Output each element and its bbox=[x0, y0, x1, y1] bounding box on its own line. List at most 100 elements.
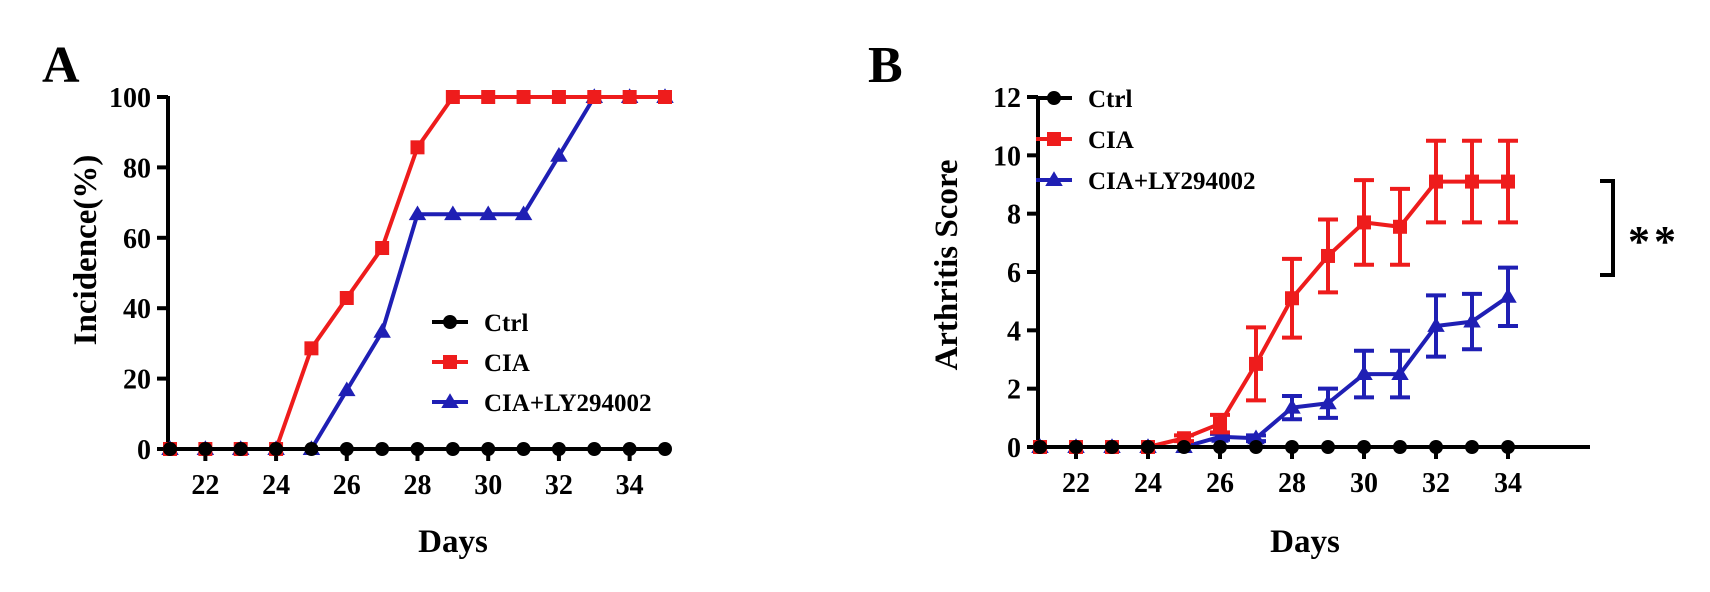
panel-a: A 0 20 40 60 80 100 22 24 26 28 30 32 34 Days Incide… bbox=[42, 37, 674, 560]
panel-a-legend: Ctrl CIA CIA+LY294002 bbox=[432, 310, 652, 417]
panel-b-x-tick-label: 24 bbox=[1134, 468, 1162, 499]
data-point bbox=[304, 341, 319, 356]
data-point bbox=[410, 140, 425, 155]
legend-item: CIA bbox=[432, 350, 530, 377]
data-point bbox=[445, 442, 460, 456]
data-point bbox=[1429, 174, 1443, 189]
data-point bbox=[1355, 365, 1373, 381]
panel-a-x-axis-label: Days bbox=[418, 524, 488, 560]
panel-a-x-tick-label: 34 bbox=[616, 470, 644, 501]
data-point bbox=[587, 90, 602, 104]
data-point bbox=[1501, 174, 1515, 189]
data-point bbox=[1213, 440, 1227, 454]
panel-b-x-tick-label: 26 bbox=[1206, 468, 1234, 499]
data-point bbox=[1285, 291, 1299, 306]
panel-a-x-tick-label: 26 bbox=[333, 470, 361, 501]
panel-a-y-tick-label: 40 bbox=[123, 294, 151, 325]
data-point bbox=[444, 205, 462, 221]
data-point bbox=[1357, 440, 1371, 454]
data-point bbox=[375, 241, 390, 256]
data-point bbox=[1427, 317, 1445, 332]
data-point bbox=[1321, 440, 1335, 454]
legend-marker bbox=[1047, 132, 1061, 146]
data-point bbox=[408, 205, 427, 221]
data-point bbox=[338, 381, 356, 397]
legend-item: CIA bbox=[1036, 127, 1134, 154]
panel-b-y-axis-label: Arthritis Score bbox=[929, 159, 965, 370]
data-point bbox=[1393, 219, 1407, 234]
legend-label: Ctrl bbox=[484, 310, 528, 337]
data-point bbox=[551, 442, 566, 456]
panel-b-label: B bbox=[868, 37, 903, 94]
panel-b-x-tick-label: 30 bbox=[1350, 468, 1378, 499]
data-point bbox=[658, 442, 672, 456]
legend-item: CIA+LY294002 bbox=[1036, 168, 1256, 195]
data-point bbox=[1499, 288, 1517, 303]
panel-a-y-tick-label: 0 bbox=[137, 435, 151, 466]
data-point bbox=[1249, 440, 1263, 454]
legend-marker bbox=[441, 393, 459, 408]
panel-b-x-axis-label: Days bbox=[1270, 524, 1340, 560]
data-point bbox=[622, 442, 637, 456]
panel-b-series-cia-ly294002 bbox=[1031, 265, 1518, 453]
panel-b-y-tick-label: 6 bbox=[1007, 258, 1021, 289]
data-point bbox=[1465, 174, 1479, 189]
data-point bbox=[445, 90, 460, 104]
panel-b-x-tick-label: 28 bbox=[1278, 468, 1306, 499]
data-point bbox=[1501, 440, 1515, 454]
panel-a-axes: 0 20 40 60 80 100 22 24 26 28 30 32 34 bbox=[109, 83, 664, 501]
data-point bbox=[1177, 440, 1191, 454]
legend-marker bbox=[443, 315, 457, 329]
data-point bbox=[516, 442, 531, 456]
panel-b-y-tick-label: 8 bbox=[1007, 200, 1021, 231]
panel-a-y-tick-label: 60 bbox=[123, 224, 151, 255]
data-point bbox=[1105, 440, 1119, 454]
data-point bbox=[373, 323, 391, 338]
panel-b-series bbox=[1031, 138, 1518, 454]
legend-label: CIA bbox=[484, 350, 530, 377]
legend-marker bbox=[443, 355, 457, 369]
legend-label: CIA bbox=[1088, 127, 1134, 154]
panel-a-x-tick-label: 24 bbox=[262, 470, 290, 501]
panel-a-x-tick-label: 22 bbox=[191, 470, 219, 501]
panel-b-y-tick-label: 4 bbox=[1007, 316, 1021, 347]
panel-a-y-tick-label: 100 bbox=[109, 83, 151, 114]
data-point bbox=[375, 442, 390, 456]
panel-b-legend: Ctrl CIA CIA+LY294002 bbox=[1036, 86, 1256, 195]
data-point bbox=[1321, 248, 1335, 263]
data-point bbox=[1429, 440, 1443, 454]
panel-a-y-tick-label: 20 bbox=[123, 365, 151, 396]
data-point bbox=[269, 442, 284, 456]
data-point bbox=[1393, 440, 1407, 454]
significance-bracket bbox=[1600, 179, 1615, 277]
data-point bbox=[1463, 312, 1481, 328]
panel-b-y-tick-label: 0 bbox=[1007, 433, 1021, 464]
data-point bbox=[658, 90, 672, 104]
legend-item: CIA+LY294002 bbox=[432, 390, 652, 417]
panel-b-x-tick-label: 22 bbox=[1062, 468, 1090, 499]
data-point bbox=[163, 442, 177, 456]
data-point bbox=[410, 442, 425, 456]
legend-label: Ctrl bbox=[1088, 86, 1132, 113]
data-point bbox=[304, 442, 319, 456]
significance-annotation: ** bbox=[1600, 179, 1676, 277]
panel-a-x-tick-label: 32 bbox=[545, 470, 573, 501]
data-point bbox=[587, 442, 602, 456]
data-point bbox=[1213, 416, 1227, 431]
panel-b-y-tick-label: 12 bbox=[993, 83, 1021, 114]
legend-label: CIA+LY294002 bbox=[1088, 168, 1256, 195]
data-point bbox=[479, 205, 497, 221]
panel-a-x-tick-label: 30 bbox=[474, 470, 502, 501]
data-point bbox=[1141, 440, 1155, 454]
data-point bbox=[1249, 356, 1263, 371]
data-point bbox=[339, 290, 354, 305]
data-point bbox=[550, 147, 568, 162]
panel-a-label: A bbox=[42, 37, 80, 94]
data-point bbox=[339, 442, 354, 456]
data-point bbox=[516, 90, 531, 104]
data-point bbox=[1283, 398, 1301, 414]
panel-b-y-tick-label: 2 bbox=[1007, 375, 1021, 406]
data-point bbox=[1033, 440, 1047, 454]
data-point bbox=[1285, 440, 1299, 454]
